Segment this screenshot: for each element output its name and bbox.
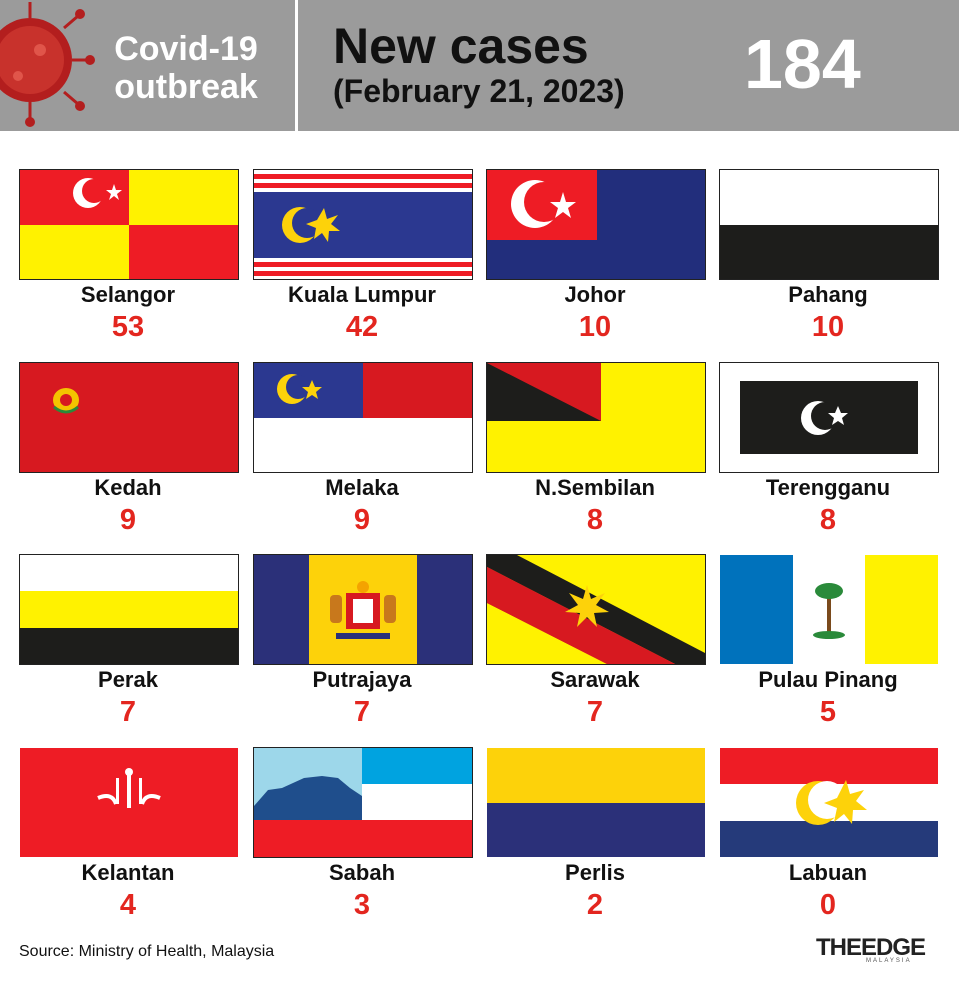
logo-text: THEEDGE bbox=[816, 934, 926, 961]
flag-selangor bbox=[19, 169, 239, 280]
state-cases: 5 bbox=[819, 696, 837, 728]
state-cases: 10 bbox=[811, 311, 845, 343]
state-cases: 2 bbox=[586, 889, 604, 921]
flag-pulau-pinang bbox=[719, 554, 939, 665]
state-card-labuan: Labuan 0 bbox=[719, 747, 953, 921]
state-card-pahang: Pahang 10 bbox=[719, 169, 953, 343]
header-divider bbox=[295, 0, 298, 131]
flag-pahang bbox=[719, 169, 939, 280]
flag-kelantan bbox=[19, 747, 239, 858]
state-cases: 7 bbox=[586, 696, 604, 728]
state-card-kelantan: Kelantan 4 bbox=[19, 747, 253, 921]
state-name: Pulau Pinang bbox=[758, 667, 898, 692]
source-note: Source: Ministry of Health, Malaysia bbox=[19, 943, 275, 960]
flag-sabah bbox=[253, 747, 473, 858]
total-cases: 184 bbox=[744, 25, 861, 103]
flag-negeri-sembilan bbox=[486, 362, 706, 473]
flag-labuan bbox=[719, 747, 939, 858]
state-card-pulau-pinang: Pulau Pinang 5 bbox=[719, 554, 953, 728]
state-name: Perak bbox=[98, 667, 158, 692]
state-name: Terengganu bbox=[765, 475, 891, 500]
the-edge-logo: THEEDGE MALAYSIA bbox=[816, 934, 938, 968]
page-title: New cases bbox=[333, 18, 589, 74]
state-name: N.Sembilan bbox=[535, 475, 655, 500]
state-card-sarawak: Sarawak 7 bbox=[486, 554, 720, 728]
state-name: Selangor bbox=[80, 282, 176, 307]
state-cases: 10 bbox=[578, 311, 612, 343]
flag-putrajaya bbox=[253, 554, 473, 665]
state-name: Kelantan bbox=[81, 860, 175, 885]
state-cases: 8 bbox=[586, 504, 604, 536]
state-card-kedah: Kedah 9 bbox=[19, 362, 253, 536]
state-name: Melaka bbox=[325, 475, 399, 500]
state-name: Sabah bbox=[328, 860, 396, 885]
flag-sarawak bbox=[486, 554, 706, 665]
state-cases: 53 bbox=[111, 311, 145, 343]
flag-kedah bbox=[19, 362, 239, 473]
state-name: Labuan bbox=[788, 860, 868, 885]
state-card-melaka: Melaka 9 bbox=[253, 362, 487, 536]
topic-line-2: outbreak bbox=[114, 68, 258, 106]
state-cases: 9 bbox=[119, 504, 137, 536]
header-banner: Covid-19 outbreak New cases (February 21… bbox=[0, 0, 959, 131]
state-name: Pahang bbox=[788, 282, 868, 307]
state-card-perak: Perak 7 bbox=[19, 554, 253, 728]
state-card-negeri-sembilan: N.Sembilan 8 bbox=[486, 362, 720, 536]
topic-line-1: Covid-19 bbox=[114, 30, 258, 68]
flag-melaka bbox=[253, 362, 473, 473]
state-cases: 7 bbox=[119, 696, 137, 728]
state-name: Johor bbox=[564, 282, 626, 307]
flag-perak bbox=[19, 554, 239, 665]
state-card-putrajaya: Putrajaya 7 bbox=[253, 554, 487, 728]
state-name: Kuala Lumpur bbox=[288, 282, 436, 307]
flag-terengganu bbox=[719, 362, 939, 473]
state-card-selangor: Selangor 53 bbox=[19, 169, 253, 343]
state-name: Kedah bbox=[94, 475, 162, 500]
state-card-perlis: Perlis 2 bbox=[486, 747, 720, 921]
virus-icon bbox=[0, 0, 100, 131]
report-date: (February 21, 2023) bbox=[333, 73, 625, 109]
flag-johor bbox=[486, 169, 706, 280]
state-cases: 8 bbox=[819, 504, 837, 536]
state-cases: 4 bbox=[119, 889, 137, 921]
state-name: Putrajaya bbox=[312, 667, 412, 692]
state-card-sabah: Sabah 3 bbox=[253, 747, 487, 921]
state-card-johor: Johor 10 bbox=[486, 169, 720, 343]
topic-label: Covid-19 outbreak bbox=[96, 30, 276, 106]
logo-subtext: MALAYSIA bbox=[866, 958, 912, 964]
state-cases: 0 bbox=[819, 889, 837, 921]
state-name: Sarawak bbox=[550, 667, 640, 692]
state-cases: 3 bbox=[353, 889, 371, 921]
flag-kuala-lumpur bbox=[253, 169, 473, 280]
state-card-kuala-lumpur: Kuala Lumpur 42 bbox=[253, 169, 487, 343]
state-name: Perlis bbox=[565, 860, 625, 885]
state-card-terengganu: Terengganu 8 bbox=[719, 362, 953, 536]
state-cases: 9 bbox=[353, 504, 371, 536]
flag-perlis bbox=[486, 747, 706, 858]
state-cases: 42 bbox=[345, 311, 379, 343]
state-cases: 7 bbox=[353, 696, 371, 728]
